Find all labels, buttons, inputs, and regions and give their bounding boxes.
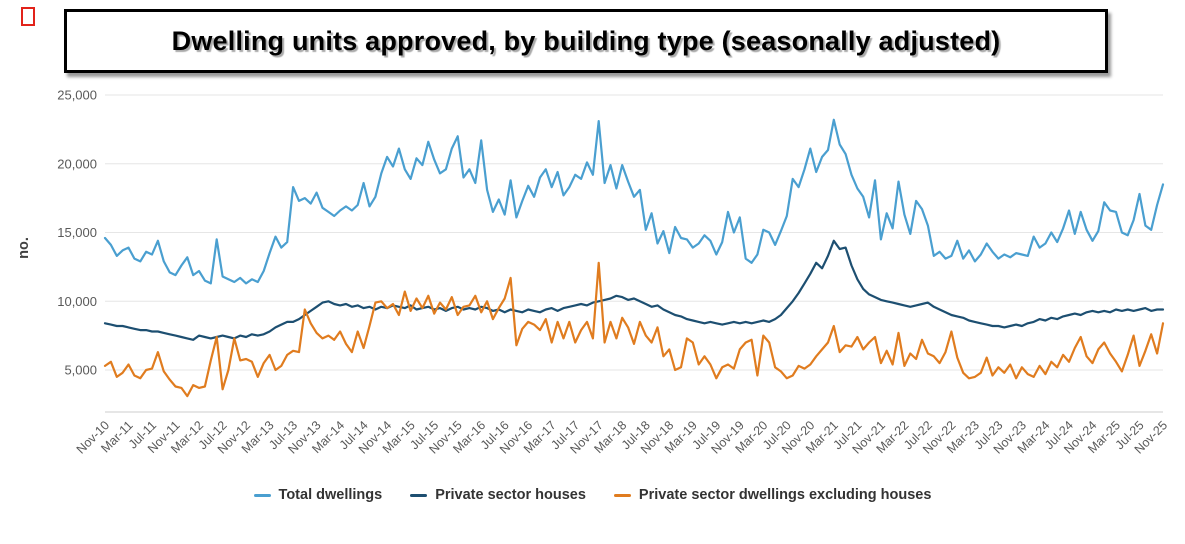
legend-item-private-sector-houses[interactable]: Private sector houses <box>410 487 586 503</box>
chart-title: Dwelling units approved, by building typ… <box>171 25 1001 56</box>
series-line-private-sector-houses <box>103 239 1165 341</box>
legend-label: Total dwellings <box>278 487 383 503</box>
y-tick-label: 5,000 <box>64 363 97 378</box>
legend-label: Private sector houses <box>435 487 586 503</box>
y-tick-label: 15,000 <box>57 225 97 240</box>
title-box: Dwelling units approved, by building typ… <box>64 9 1108 73</box>
legend-item-total-dwellings[interactable]: Total dwellings <box>253 487 383 503</box>
legend-swatch-icon <box>410 493 428 497</box>
broken-image-icon <box>21 7 35 26</box>
y-tick-label: 10,000 <box>57 294 97 309</box>
legend-swatch-icon <box>253 493 271 497</box>
legend-swatch-icon <box>613 493 631 497</box>
legend-label: Private sector dwellings excluding house… <box>638 487 932 503</box>
dwelling-approvals-chart: 25,00020,00015,00010,0005,000Nov-10Mar-1… <box>16 88 1170 457</box>
series-line-total-dwellings <box>103 118 1165 285</box>
chart-legend: Total dwellings Private sector houses Priv… <box>0 487 1185 503</box>
legend-item-private-sector-dwellings-excluding-houses[interactable]: Private sector dwellings excluding house… <box>613 487 932 503</box>
series-line-private-sector-dwellings-excluding-houses <box>103 261 1165 398</box>
y-tick-label: 25,000 <box>57 88 97 103</box>
y-tick-label: 20,000 <box>57 156 97 171</box>
y-axis-title: no. <box>16 237 32 259</box>
